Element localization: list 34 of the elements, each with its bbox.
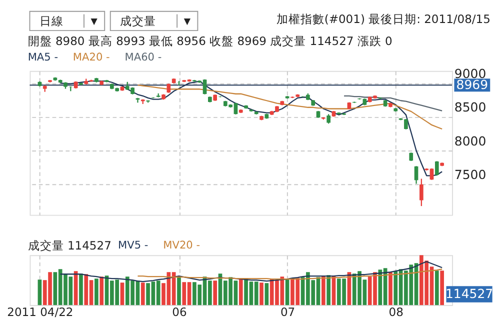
bar (238, 278, 243, 306)
annotation: 114527 (445, 286, 494, 302)
x-tick-label: 2011 04/22 (7, 305, 74, 320)
bar (140, 282, 145, 306)
bar (321, 276, 326, 306)
bar (38, 280, 42, 306)
chart-title: 加權指數(#001) 最後日期: 2011/08/15 (276, 12, 490, 26)
bar (440, 270, 444, 306)
x-tick-label: 07 (280, 305, 296, 320)
chart-title: 成交量 114527 (28, 238, 112, 252)
x-tick-label: 08 (388, 305, 404, 320)
chart-subtitle: 開盤 8980 最高 8993 最低 8956 收盤 8969 成交量 114527 漲跌 0 (28, 34, 392, 48)
y-tick-label: 7500 (454, 167, 486, 182)
text: MV5 - (118, 239, 148, 252)
bar (100, 276, 104, 306)
text: 日線 ▼ (39, 14, 98, 28)
bar (213, 280, 218, 306)
text: MV20 - (163, 239, 200, 252)
y-tick-label: 8000 (454, 133, 486, 148)
x-tick-label: 06 (172, 305, 187, 320)
bar (79, 274, 83, 306)
bar (260, 282, 264, 306)
series-label: MA5 - (28, 51, 58, 64)
text: MA20 - (72, 51, 110, 64)
bar (264, 283, 269, 306)
bar (177, 277, 181, 306)
bar (120, 282, 124, 306)
y-tick-label: 8500 (454, 100, 486, 115)
bar (326, 275, 330, 306)
text: MA60 - (124, 51, 162, 64)
bar (94, 278, 98, 306)
text: 成交量 ▼ (120, 14, 190, 28)
bar (388, 272, 392, 306)
bar (434, 270, 439, 306)
